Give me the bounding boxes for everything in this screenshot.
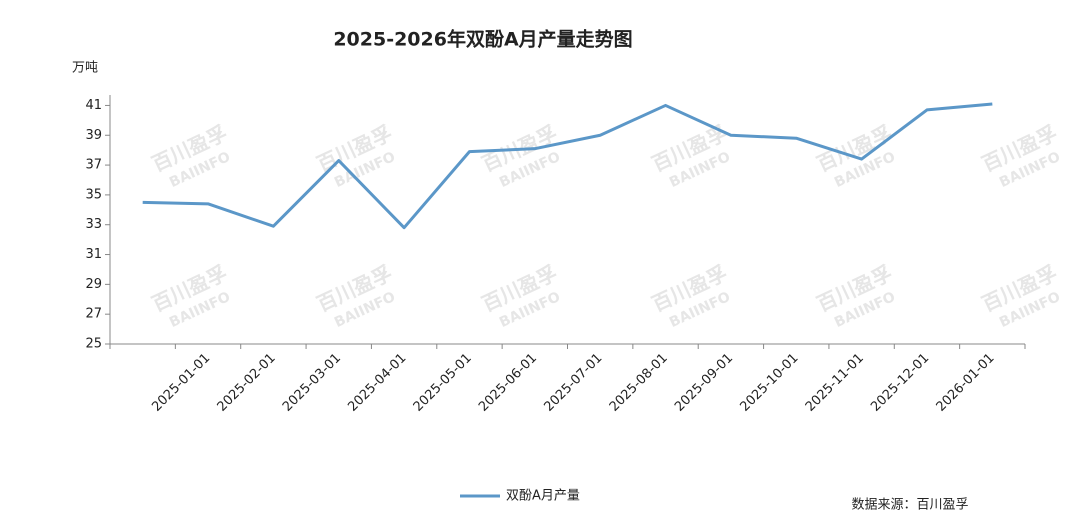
x-tick-label: 2025-03-01 xyxy=(280,351,344,415)
x-tick-label: 2025-10-01 xyxy=(738,351,802,415)
x-tick-label: 2025-04-01 xyxy=(345,351,409,415)
y-tick-label: 37 xyxy=(85,158,102,173)
x-tick-label: 2025-07-01 xyxy=(541,351,605,415)
y-tick-label: 25 xyxy=(85,337,102,352)
y-tick-label: 27 xyxy=(85,307,102,322)
x-tick-label: 2025-02-01 xyxy=(215,351,279,415)
y-tick-label: 41 xyxy=(85,98,102,113)
y-tick-label: 31 xyxy=(85,247,102,262)
x-tick-label: 2025-08-01 xyxy=(607,351,671,415)
x-tick-label: 2026-01-01 xyxy=(934,351,998,415)
x-tick-label: 2025-06-01 xyxy=(476,351,540,415)
source: 数据来源：百川盈孚 xyxy=(851,498,968,513)
y-axis-label: 万吨 xyxy=(72,61,98,76)
x-tick-label: 2025-05-01 xyxy=(411,351,475,415)
legend-label: 双酚A月产量 xyxy=(506,489,580,504)
y-tick-label: 39 xyxy=(85,128,102,143)
y-tick-label: 35 xyxy=(85,187,102,202)
chart-title: 2025-2026年双酚A月产量走势图 xyxy=(333,28,632,51)
y-tick-label: 33 xyxy=(85,217,102,232)
x-tick-label: 2025-01-01 xyxy=(149,351,213,415)
x-tick-label: 2025-09-01 xyxy=(672,351,736,415)
x-tick-label: 2025-11-01 xyxy=(803,351,867,415)
line xyxy=(142,102,993,230)
x-tick-label: 2025-12-01 xyxy=(868,351,932,415)
y-tick-label: 29 xyxy=(85,277,102,292)
